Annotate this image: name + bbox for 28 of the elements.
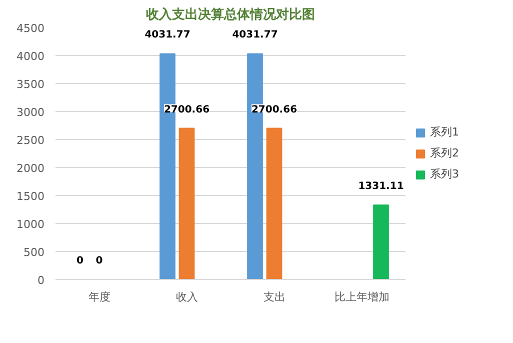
- data-label: 4031.77: [144, 30, 190, 41]
- y-tick-label: 4000: [16, 50, 45, 63]
- y-tick-label: 1000: [16, 218, 45, 231]
- data-label: 1331.11: [358, 180, 404, 192]
- chart-title: 收入支出决算总体情况对比图: [146, 6, 315, 22]
- y-tick-label: 3500: [16, 78, 45, 91]
- y-tick-label: 3000: [16, 106, 45, 119]
- legend-label: 系列3: [430, 166, 459, 182]
- data-label: 2700.66: [164, 104, 210, 116]
- x-tick-label: 年度: [88, 290, 110, 304]
- bar: [178, 128, 195, 280]
- data-label: 0: [76, 256, 84, 266]
- x-tick-label: 收入: [176, 290, 198, 304]
- y-tick-label: 2000: [16, 162, 45, 175]
- y-tick-label: 0: [38, 274, 44, 287]
- legend-label: 系列1: [430, 124, 459, 140]
- data-label: 4031.77: [232, 30, 278, 41]
- y-tick-label: 4500: [16, 22, 45, 35]
- data-label: 2700.66: [251, 104, 298, 116]
- legend-label: 系列2: [430, 146, 459, 160]
- x-tick-label: 支出: [263, 290, 286, 304]
- bar: [373, 204, 389, 280]
- x-tick-label: 比上年增加: [334, 290, 390, 304]
- y-tick-label: 1500: [16, 190, 45, 203]
- bar: [266, 128, 282, 280]
- data-label: 0: [96, 256, 103, 266]
- y-tick-label: 2500: [16, 134, 45, 147]
- y-tick-label: 500: [24, 246, 45, 259]
